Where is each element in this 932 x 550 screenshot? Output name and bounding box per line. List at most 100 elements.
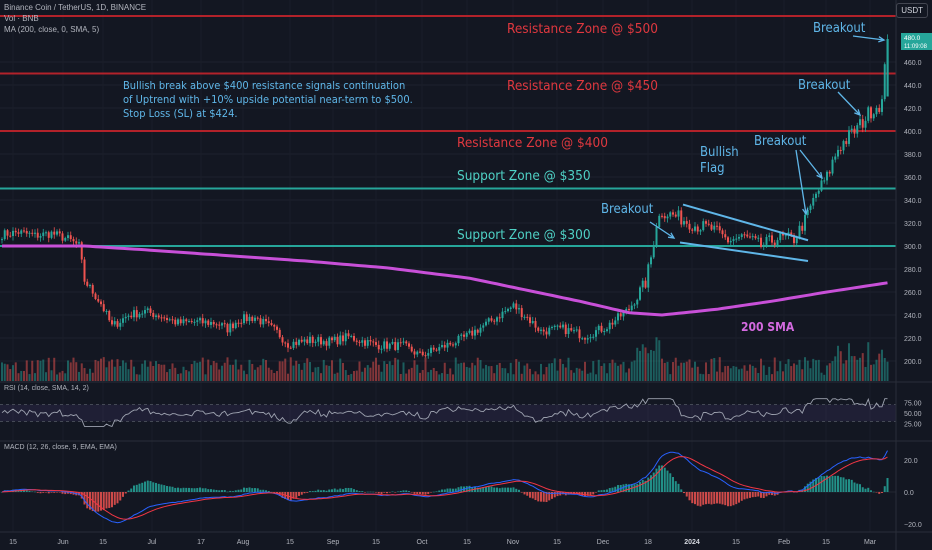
candle-body bbox=[573, 330, 575, 332]
macd-histogram-bar bbox=[806, 483, 809, 492]
candle-body bbox=[89, 285, 91, 287]
candle-body bbox=[639, 287, 641, 300]
volume-bar bbox=[611, 359, 614, 381]
volume-bar bbox=[3, 363, 6, 381]
macd-histogram-bar bbox=[402, 490, 405, 492]
volume-bar bbox=[498, 362, 501, 381]
time-tick-label: 15 bbox=[372, 539, 380, 546]
macd-histogram-bar bbox=[350, 488, 353, 492]
volume-bar bbox=[518, 361, 520, 381]
candle-body bbox=[64, 238, 67, 241]
macd-histogram-bar bbox=[388, 492, 391, 493]
volume-bar bbox=[881, 349, 883, 381]
macd-histogram-bar bbox=[196, 488, 199, 492]
volume-bar bbox=[111, 359, 113, 381]
macd-histogram-bar bbox=[597, 490, 600, 492]
volume-bar bbox=[578, 368, 581, 381]
macd-histogram-bar bbox=[67, 492, 69, 494]
volume-bar bbox=[699, 373, 702, 381]
candle-body bbox=[336, 336, 339, 345]
volume-bar bbox=[751, 365, 754, 381]
macd-histogram-bar bbox=[185, 487, 188, 492]
macd-histogram-bar bbox=[864, 488, 867, 492]
candle-body bbox=[650, 257, 652, 265]
macd-histogram-bar bbox=[537, 492, 540, 502]
candle-body bbox=[386, 341, 388, 349]
macd-line bbox=[1, 450, 888, 524]
macd-histogram-bar bbox=[89, 492, 91, 510]
candle-body bbox=[834, 156, 837, 160]
macd-histogram-bar bbox=[644, 480, 647, 492]
volume-bar bbox=[771, 374, 773, 381]
candle-body bbox=[9, 235, 12, 237]
volume-bar bbox=[542, 374, 545, 381]
candle-body bbox=[710, 224, 713, 230]
candle-body bbox=[204, 320, 207, 324]
candle-body bbox=[861, 119, 864, 128]
volume-bar bbox=[452, 374, 454, 381]
volume-bar bbox=[520, 373, 523, 381]
price-tick-label: 400.0 bbox=[904, 129, 922, 136]
last-price-badge bbox=[901, 33, 932, 50]
macd-histogram-bar bbox=[828, 476, 831, 492]
candle-body bbox=[564, 324, 567, 335]
macd-histogram-bar bbox=[163, 485, 166, 492]
volume-bar bbox=[446, 373, 449, 381]
macd-histogram-bar bbox=[47, 492, 50, 494]
macd-histogram-bar bbox=[111, 492, 113, 508]
time-tick-label: Nov bbox=[507, 539, 520, 546]
volume-bar bbox=[53, 357, 56, 381]
volume-bar bbox=[760, 358, 762, 381]
candle-body bbox=[430, 347, 432, 354]
volume-bar bbox=[152, 366, 155, 381]
candle-body bbox=[193, 321, 196, 323]
macd-histogram-bar bbox=[347, 487, 350, 492]
macd-histogram-bar bbox=[56, 492, 58, 493]
volume-bar bbox=[476, 357, 479, 381]
macd-histogram-bar bbox=[190, 488, 193, 492]
candle-body bbox=[633, 304, 636, 306]
volume-bar bbox=[683, 362, 685, 381]
time-tick-label: 15 bbox=[286, 539, 294, 546]
candle-body bbox=[361, 340, 364, 343]
macd-histogram-bar bbox=[831, 475, 834, 492]
macd-histogram-bar bbox=[410, 492, 413, 493]
candle-body bbox=[870, 107, 872, 119]
breakout-label: Breakout bbox=[601, 202, 654, 217]
macd-histogram-bar bbox=[757, 492, 760, 497]
candle-body bbox=[518, 308, 520, 310]
macd-histogram-bar bbox=[482, 487, 485, 492]
candle-body bbox=[166, 317, 168, 320]
macd-histogram-bar bbox=[727, 492, 729, 507]
macd-histogram-bar bbox=[490, 486, 493, 492]
zone-lines bbox=[0, 15, 896, 247]
candle-body bbox=[688, 223, 691, 230]
macd-histogram-bar bbox=[245, 487, 248, 492]
macd-histogram-bar bbox=[523, 492, 526, 495]
macd-histogram-bar bbox=[501, 487, 504, 492]
volume-bar bbox=[12, 365, 14, 381]
candle-body bbox=[713, 225, 716, 230]
macd-histogram-bar bbox=[826, 475, 828, 492]
volume-bar bbox=[322, 359, 325, 381]
macd-histogram-bar bbox=[575, 492, 578, 494]
candle-body bbox=[295, 341, 298, 345]
volume-bar bbox=[193, 360, 196, 381]
macd-histogram-bar bbox=[36, 492, 39, 493]
candle-body bbox=[809, 205, 812, 210]
volume-bar bbox=[67, 360, 69, 381]
volume-bar bbox=[815, 360, 817, 381]
candle-body bbox=[28, 232, 31, 234]
volume-bar bbox=[702, 374, 705, 381]
volume-bar bbox=[320, 373, 322, 381]
volume-bar bbox=[391, 365, 394, 381]
currency-button[interactable]: USDT bbox=[896, 3, 928, 18]
candle-body bbox=[718, 226, 721, 231]
volume-bar bbox=[380, 371, 383, 381]
volume-bar bbox=[210, 365, 212, 381]
macd-histogram-bar bbox=[152, 482, 155, 492]
volume-bar bbox=[179, 373, 182, 381]
volume-bar bbox=[630, 361, 633, 381]
candle-body bbox=[108, 310, 111, 321]
